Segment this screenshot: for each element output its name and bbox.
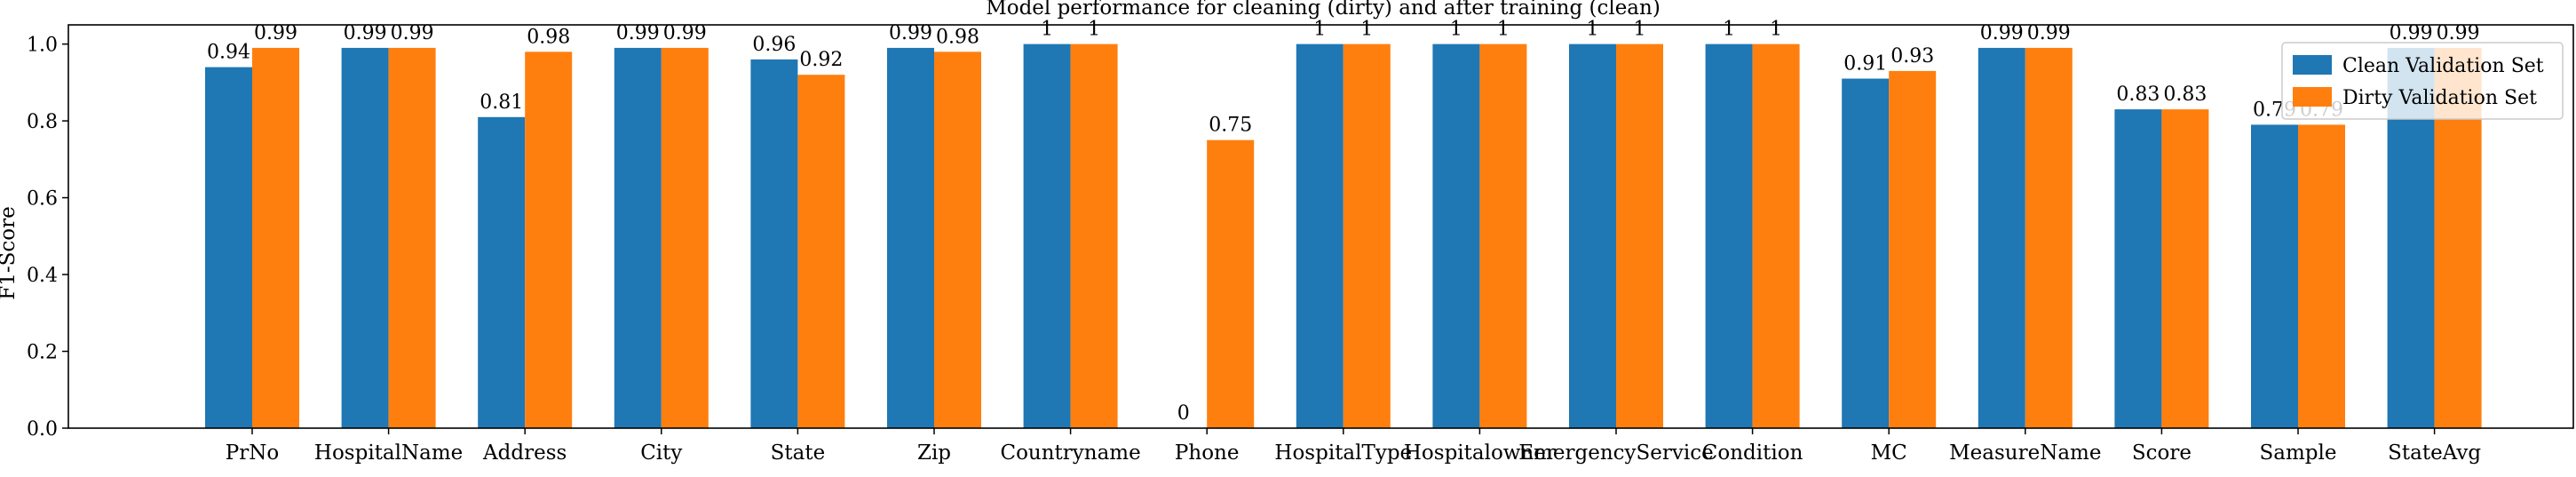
- y-tick-label: 0.0: [27, 418, 58, 441]
- bar-dirty-score: [2161, 109, 2209, 428]
- data-label-dirty-score: 0.83: [2163, 83, 2207, 106]
- bar-clean-countryname: [1023, 44, 1071, 428]
- data-label-dirty-mc: 0.93: [1890, 45, 1934, 68]
- x-tick-label: EmergencyService: [1518, 441, 1713, 465]
- x-tick-label: HospitalName: [314, 441, 463, 465]
- bar-clean-city: [614, 47, 662, 429]
- legend-swatch-clean: [2293, 55, 2332, 75]
- data-label-dirty-zip: 0.98: [936, 26, 979, 48]
- y-tick-label: 0.6: [27, 188, 58, 211]
- x-tick-label: Hospitalowner: [1404, 441, 1556, 465]
- y-tick-label: 0.2: [27, 342, 58, 364]
- bar-dirty-emergencyservice: [1616, 44, 1663, 428]
- bar-dirty-hospitalowner: [1479, 44, 1527, 428]
- bar-clean-prno: [205, 67, 252, 428]
- data-label-dirty-measurename: 0.99: [2027, 22, 2071, 44]
- bar-dirty-countryname: [1070, 44, 1118, 428]
- data-label-clean-score: 0.83: [2116, 83, 2160, 106]
- data-label-dirty-stateavg: 0.99: [2437, 22, 2480, 44]
- bar-clean-score: [2114, 109, 2162, 428]
- data-label-dirty-state: 0.92: [799, 49, 843, 71]
- data-label-clean-phone: 0: [1177, 402, 1190, 425]
- data-label-dirty-countryname: 1: [1088, 19, 1100, 41]
- bar-dirty-hospitalname: [388, 47, 436, 429]
- data-label-clean-measurename: 0.99: [1980, 22, 2024, 44]
- legend-label-dirty: Dirty Validation Set: [2342, 87, 2537, 109]
- data-label-clean-city: 0.99: [616, 22, 660, 44]
- data-label-clean-hospitalname: 0.99: [344, 22, 387, 44]
- y-tick-label: 0.4: [27, 265, 58, 287]
- bar-clean-emergencyservice: [1569, 44, 1616, 428]
- data-label-clean-hospitalowner: 1: [1450, 19, 1462, 41]
- data-label-dirty-hospitalname: 0.99: [391, 22, 434, 44]
- data-label-clean-address: 0.81: [480, 91, 523, 114]
- bar-dirty-state: [797, 75, 845, 428]
- chart-title: Model performance for cleaning (dirty) a…: [986, 0, 1661, 20]
- data-label-dirty-address: 0.98: [527, 26, 570, 48]
- data-label-clean-emergencyservice: 1: [1587, 19, 1599, 41]
- x-tick-label: Condition: [1702, 441, 1803, 465]
- data-label-clean-zip: 0.99: [889, 22, 932, 44]
- bar-clean-address: [478, 116, 526, 429]
- bar-clean-condition: [1705, 44, 1753, 428]
- y-tick-label: 0.8: [27, 111, 58, 133]
- data-label-dirty-emergencyservice: 1: [1634, 19, 1646, 41]
- x-tick-label: StateAvg: [2388, 441, 2481, 465]
- bar-dirty-address: [525, 52, 573, 429]
- bar-dirty-prno: [252, 47, 299, 429]
- bar-dirty-measurename: [2025, 47, 2073, 429]
- legend-box: [2281, 42, 2564, 120]
- data-label-clean-stateavg: 0.99: [2390, 22, 2433, 44]
- bar-clean-measurename: [1978, 47, 2025, 429]
- data-label-clean-hospitaltype: 1: [1313, 19, 1326, 41]
- data-label-dirty-hospitalowner: 1: [1497, 19, 1510, 41]
- data-label-clean-mc: 0.91: [1843, 53, 1887, 76]
- bar-dirty-condition: [1752, 44, 1800, 428]
- bar-clean-hospitalname: [341, 47, 389, 429]
- x-tick-label: MeasureName: [1949, 441, 2101, 465]
- bar-clean-sample: [2251, 124, 2298, 428]
- axes-frame: [67, 24, 2574, 429]
- x-tick-label: Score: [2132, 441, 2192, 465]
- legend: Clean Validation Set Dirty Validation Set: [2281, 42, 2564, 120]
- x-tick-label: HospitalType: [1274, 441, 1412, 465]
- bar-dirty-mc: [1889, 70, 1937, 429]
- x-tick-label: State: [771, 441, 826, 465]
- data-label-dirty-hospitaltype: 1: [1360, 19, 1373, 41]
- bar-dirty-phone: [1207, 139, 1255, 428]
- data-label-clean-prno: 0.94: [207, 42, 250, 64]
- bar-clean-mc: [1842, 78, 1890, 428]
- data-label-clean-state: 0.96: [752, 34, 796, 56]
- x-tick-label: City: [640, 441, 682, 465]
- bar-clean-hospitalowner: [1432, 44, 1480, 428]
- x-tick-label: MC: [1871, 441, 1907, 465]
- data-label-dirty-city: 0.99: [663, 22, 707, 44]
- data-label-dirty-prno: 0.99: [254, 22, 297, 44]
- bar-clean-zip: [887, 47, 934, 429]
- bar-clean-hospitaltype: [1296, 44, 1343, 428]
- x-tick-label: Address: [482, 441, 567, 465]
- bar-dirty-hospitaltype: [1343, 44, 1391, 428]
- data-label-clean-countryname: 1: [1041, 19, 1053, 41]
- bar-clean-state: [750, 59, 798, 429]
- data-label-dirty-condition: 1: [1770, 19, 1782, 41]
- x-tick-label: Countryname: [1000, 441, 1140, 465]
- legend-label-clean: Clean Validation Set: [2342, 55, 2544, 77]
- y-axis-label: F1-Score: [0, 206, 20, 299]
- x-tick-label: PrNo: [226, 441, 279, 465]
- bar-dirty-city: [661, 47, 709, 429]
- x-tick-label: Phone: [1175, 441, 1240, 465]
- x-tick-label: Sample: [2260, 441, 2337, 465]
- data-label-clean-condition: 1: [1723, 19, 1735, 41]
- bar-dirty-sample: [2298, 124, 2345, 428]
- data-label-dirty-phone: 0.75: [1209, 115, 1252, 137]
- legend-swatch-dirty: [2293, 87, 2332, 107]
- x-tick-label: Zip: [917, 441, 951, 465]
- y-tick-label: 1.0: [27, 35, 58, 57]
- bar-dirty-zip: [934, 52, 981, 429]
